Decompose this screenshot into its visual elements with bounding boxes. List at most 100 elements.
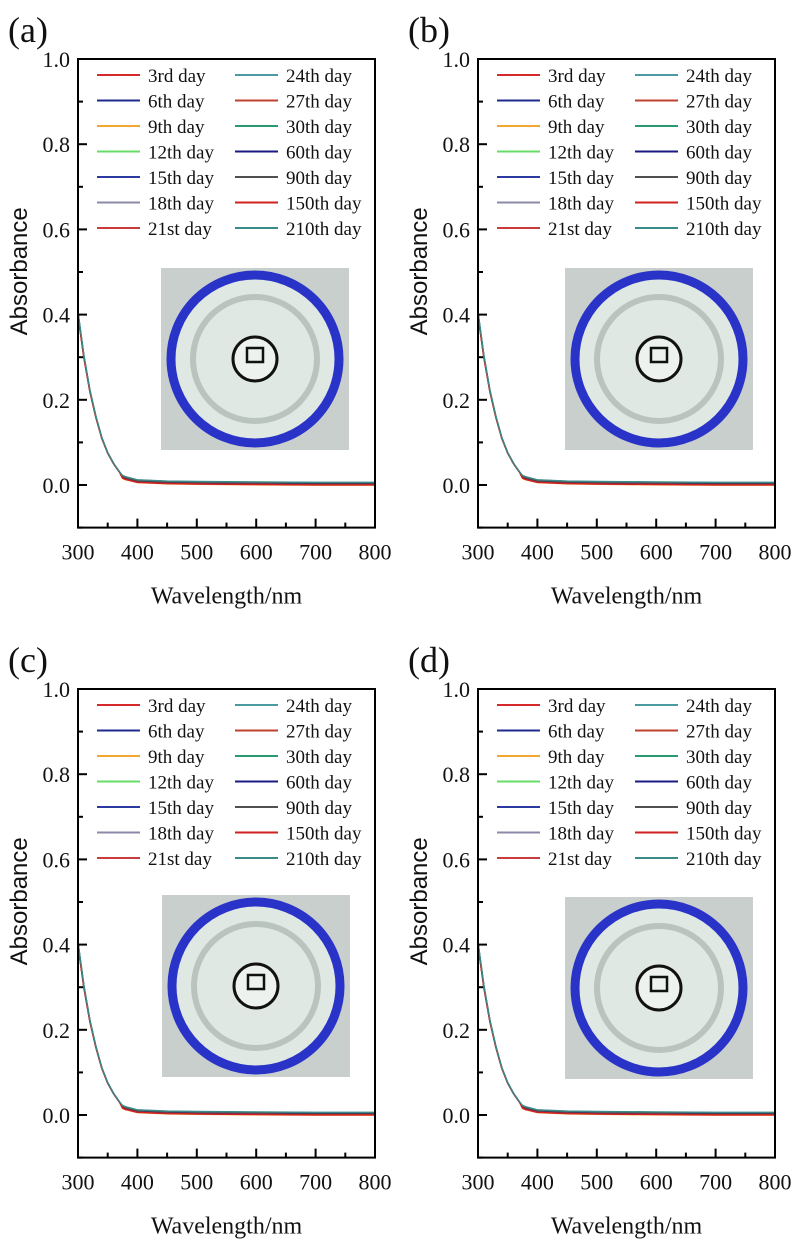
legend-item: 12th day	[97, 143, 214, 164]
legend: 3rd day 6th day 9th day 12th day 15th day 18t…	[497, 696, 762, 870]
logo-mark	[649, 975, 669, 993]
y-tick-label: 0.0	[43, 473, 71, 498]
x-tick-label: 700	[299, 540, 332, 565]
legend-label: 18th day	[148, 194, 214, 215]
y-axis-title: Absorbance	[6, 837, 33, 965]
legend-item: 27th day	[235, 92, 352, 113]
legend-item: 9th day	[497, 747, 605, 768]
x-tick-label: 700	[699, 1170, 732, 1195]
legend-label: 24th day	[286, 696, 352, 717]
legend-item: 12th day	[497, 773, 614, 794]
legend-item: 27th day	[635, 92, 752, 113]
legend-item: 90th day	[635, 168, 752, 189]
legend-item: 27th day	[235, 722, 352, 743]
y-tick-label: 0.2	[43, 1018, 71, 1043]
legend-item: 3rd day	[97, 696, 206, 717]
x-tick-label: 300	[462, 540, 495, 565]
y-tick-label: 0.0	[443, 1103, 471, 1128]
legend-label: 30th day	[686, 117, 752, 138]
legend-item: 150th day	[235, 824, 362, 845]
legend-label: 27th day	[286, 92, 352, 113]
y-tick-label: 0.2	[443, 1018, 471, 1043]
legend-label: 210th day	[686, 849, 762, 870]
legend-label: 60th day	[286, 143, 352, 164]
legend-item: 24th day	[635, 66, 752, 87]
y-tick-label: 0.0	[443, 473, 471, 498]
logo-mark	[246, 973, 266, 991]
legend-item: 90th day	[635, 798, 752, 819]
legend-item: 90th day	[235, 168, 352, 189]
panel-label: (d)	[408, 640, 450, 680]
legend-label: 90th day	[286, 798, 352, 819]
x-tick-label: 400	[521, 540, 554, 565]
legend-item: 9th day	[497, 117, 605, 138]
vial-ring	[594, 294, 724, 424]
legend-item: 150th day	[635, 824, 762, 845]
legend-label: 30th day	[286, 117, 352, 138]
legend: 3rd day 6th day 9th day 12th day 15th day 18t…	[497, 66, 762, 240]
legend-item: 6th day	[497, 722, 605, 743]
legend-label: 15th day	[548, 168, 614, 189]
x-axis-title: Wavelength/nm	[551, 584, 703, 610]
panel-a: (a) 0.0 0.2 0.4 0.6 0.8 1.0 300 400 500 600 700 800 W…	[6, 10, 392, 610]
legend-label: 24th day	[286, 66, 352, 87]
x-tick-label: 400	[121, 540, 154, 565]
inset-photo	[565, 268, 753, 450]
legend: 3rd day 6th day 9th day 12th day 15th day 18t…	[97, 696, 362, 870]
legend-item: 30th day	[635, 747, 752, 768]
legend-label: 6th day	[148, 722, 205, 743]
legend-label: 150th day	[286, 824, 362, 845]
legend-item: 6th day	[97, 722, 205, 743]
x-tick-label: 300	[462, 1170, 495, 1195]
y-tick-label: 0.8	[443, 132, 471, 157]
x-tick-label: 300	[62, 540, 95, 565]
inset-photo	[162, 895, 350, 1077]
legend-item: 210th day	[635, 849, 762, 870]
legend-item: 150th day	[635, 194, 762, 215]
y-tick-label: 0.8	[43, 762, 71, 787]
panel-d: (d) 0.0 0.2 0.4 0.6 0.8 1.0 300 400 500 600 700 800 W…	[406, 640, 792, 1240]
legend-item: 60th day	[635, 773, 752, 794]
panel-label: (c)	[8, 640, 48, 680]
x-tick-label: 700	[299, 1170, 332, 1195]
legend: 3rd day 6th day 9th day 12th day 15th day 18t…	[97, 66, 362, 240]
logo-emblem	[231, 335, 279, 383]
y-tick-label: 1.0	[443, 47, 471, 72]
x-tick-label: 800	[759, 540, 792, 565]
y-axis-title: Absorbance	[406, 207, 433, 335]
legend-label: 9th day	[148, 117, 205, 138]
legend-label: 12th day	[548, 773, 614, 794]
legend-label: 18th day	[548, 194, 614, 215]
legend-label: 60th day	[686, 143, 752, 164]
legend-item: 30th day	[235, 117, 352, 138]
legend-label: 27th day	[286, 722, 352, 743]
legend-label: 9th day	[148, 747, 205, 768]
vial-ring	[594, 923, 724, 1053]
inset-photo	[565, 897, 753, 1079]
y-tick-label: 0.4	[43, 303, 71, 328]
y-tick-label: 0.8	[43, 132, 71, 157]
legend-label: 18th day	[148, 824, 214, 845]
logo-emblem	[635, 964, 683, 1012]
logo-emblem	[635, 335, 683, 383]
legend-item: 24th day	[635, 696, 752, 717]
legend-item: 210th day	[235, 849, 362, 870]
legend-item: 12th day	[97, 773, 214, 794]
legend-item: 210th day	[635, 219, 762, 240]
x-tick-label: 300	[62, 1170, 95, 1195]
legend-label: 24th day	[686, 66, 752, 87]
legend-label: 12th day	[148, 773, 214, 794]
y-tick-label: 1.0	[43, 47, 71, 72]
legend-item: 21st day	[97, 219, 212, 240]
legend-label: 12th day	[148, 143, 214, 164]
legend-item: 6th day	[97, 92, 205, 113]
legend-item: 21st day	[497, 849, 612, 870]
y-tick-label: 0.6	[443, 217, 471, 242]
legend-label: 90th day	[286, 168, 352, 189]
legend-item: 18th day	[497, 194, 614, 215]
y-axis-title: Absorbance	[406, 837, 433, 965]
vial-ring	[191, 921, 321, 1051]
legend-label: 15th day	[148, 168, 214, 189]
legend-label: 210th day	[686, 219, 762, 240]
legend-item: 27th day	[635, 722, 752, 743]
